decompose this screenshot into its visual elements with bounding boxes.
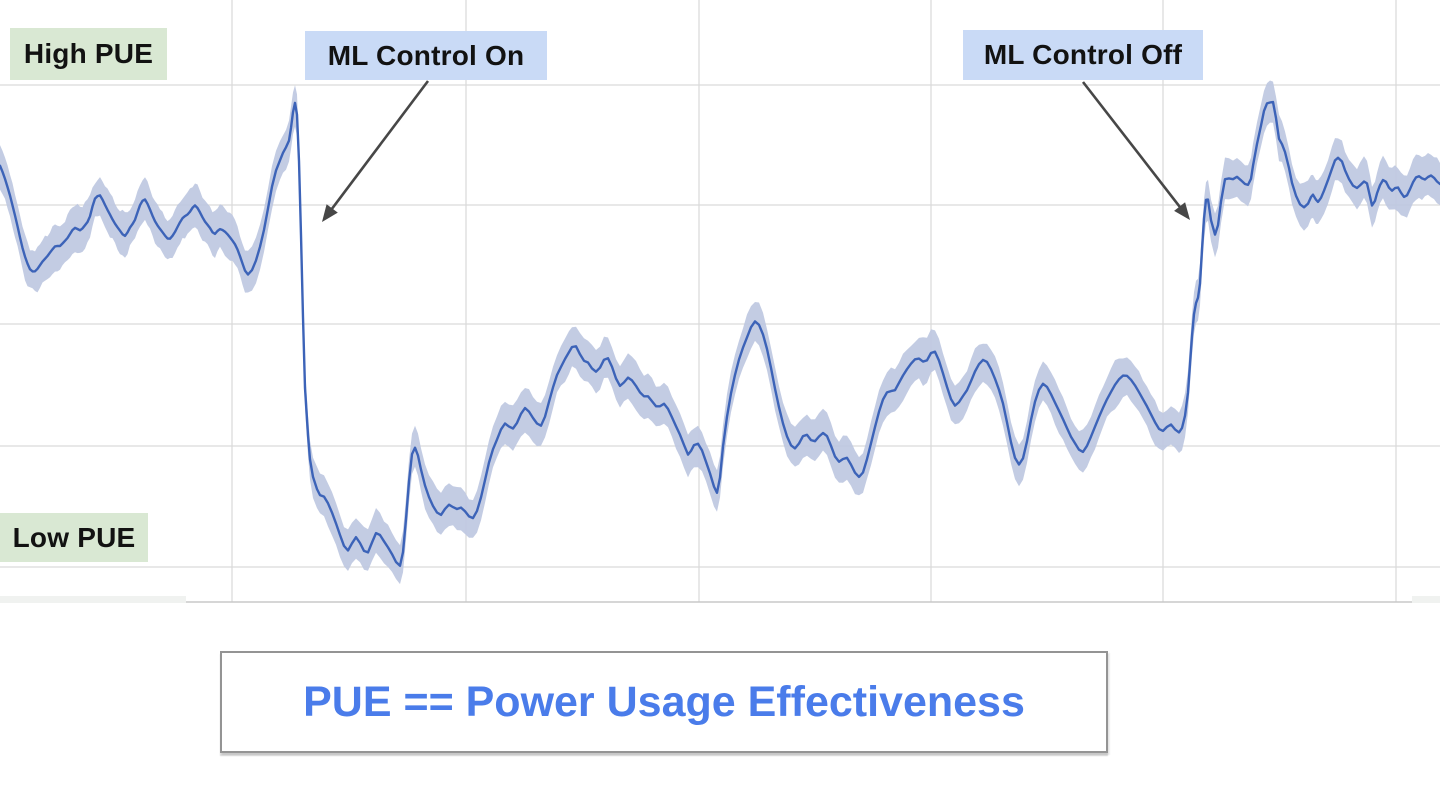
pue-definition-box: PUE == Power Usage Effectiveness <box>220 651 1108 753</box>
pue-definition-text: PUE == Power Usage Effectiveness <box>303 677 1025 726</box>
low-pue-label: Low PUE <box>0 513 148 562</box>
ml-control-off-label: ML Control Off <box>963 30 1203 80</box>
bottom-right-edge-artifact <box>1412 596 1440 603</box>
high-pue-label: High PUE <box>10 28 167 80</box>
bottom-left-edge-artifact <box>0 596 186 603</box>
ml-control-on-label: ML Control On <box>305 31 547 80</box>
